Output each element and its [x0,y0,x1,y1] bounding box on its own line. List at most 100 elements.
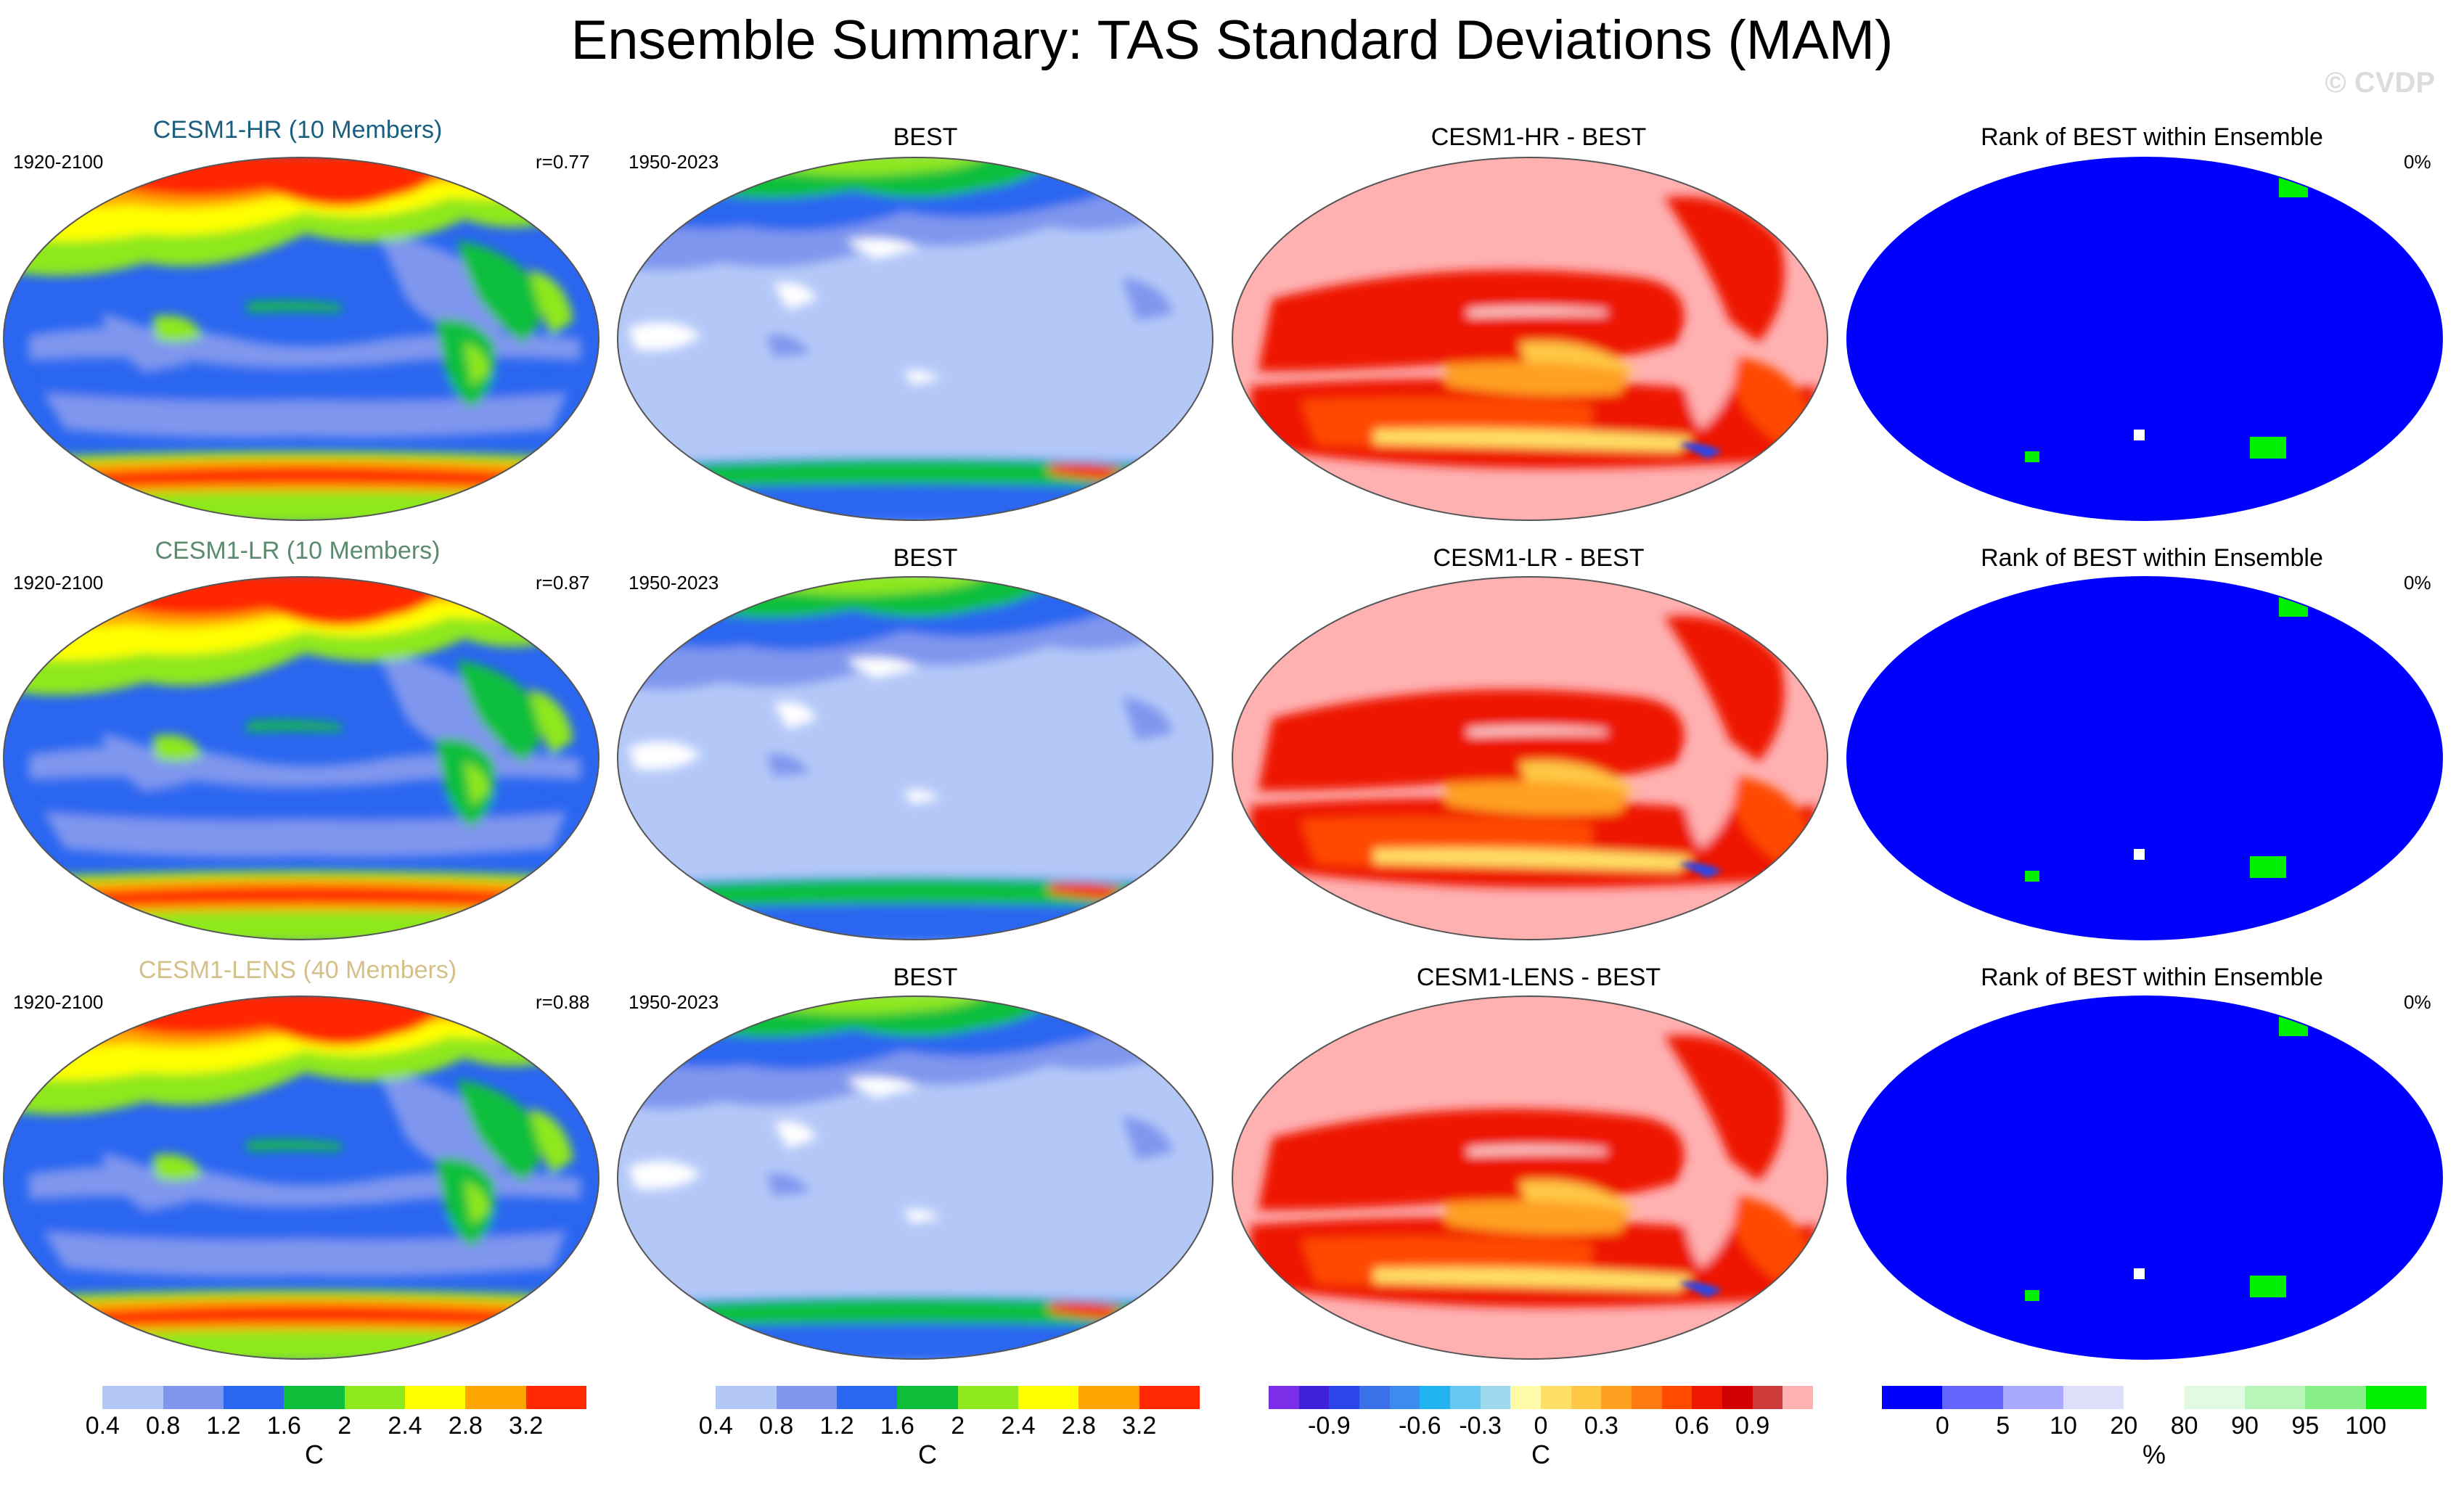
colorbar-0-swatch-0 [42,1386,103,1409]
colorbar-3-swatch-6 [2244,1386,2306,1409]
colorbar-3-swatch-8 [2365,1386,2426,1409]
colorbar-2-swatch-12 [1632,1386,1662,1409]
colorbar-2-swatch-17 [1782,1386,1814,1409]
obs-title-1: BEST [893,123,958,151]
colorbar-1-swatch-2 [776,1386,837,1409]
colorbar-2-swatch-0 [1269,1386,1299,1409]
colorbar-2-tick-4: 0.3 [1584,1412,1618,1440]
obs-map-3 [614,993,1216,1363]
colorbar-1-swatch-3 [836,1386,898,1409]
colorbar-0-swatch-7 [465,1386,526,1409]
colorbar-2-tick-3: 0 [1534,1412,1548,1440]
rank-pct-2: 0% [2404,572,2431,594]
colorbar-0-tick-1: 0.8 [146,1412,181,1440]
colorbar-2-swatch-4 [1389,1386,1420,1409]
colorbar-2-swatch-15 [1722,1386,1753,1409]
cvdp-watermark: © CVDP [2325,67,2435,99]
colorbar-1-tick-7: 3.2 [1122,1412,1157,1440]
colorbar-3-swatch-3 [2063,1386,2124,1409]
colorbar-2-swatch-3 [1359,1386,1390,1409]
colorbar-obs-sd [655,1386,1200,1409]
model-title-1: CESM1-HR (10 Members) [152,116,443,144]
colorbar-3-swatch-5 [2184,1386,2245,1409]
obs-map-1 [614,154,1216,524]
diff-map-2 [1229,573,1831,943]
colorbar-3-unit: % [2142,1440,2166,1469]
colorbar-0-swatch-1 [102,1386,163,1409]
colorbar-0-tick-6: 2.8 [448,1412,483,1440]
model-years-3: 1920-2100 [13,991,104,1013]
rank-title-2: Rank of BEST within Ensemble [1981,544,2323,572]
colorbar-2-swatch-8 [1510,1386,1542,1409]
rank-pct-1: 0% [2404,151,2431,173]
colorbar-2-swatch-9 [1541,1386,1571,1409]
colorbar-0-tick-0: 0.4 [85,1412,120,1440]
colorbar-1-swatch-6 [1018,1386,1079,1409]
correlation-1: r=0.77 [536,151,590,173]
colorbar-1-tick-6: 2.8 [1061,1412,1096,1440]
colorbar-1-tick-4: 2 [951,1412,965,1440]
colorbar-3-tick-0: 0 [1935,1412,1949,1440]
colorbar-0-tick-2: 1.2 [206,1412,241,1440]
colorbar-1-swatch-7 [1078,1386,1139,1409]
colorbar-1-swatch-0 [655,1386,716,1409]
colorbar-1-swatch-8 [1139,1386,1200,1409]
colorbar-difference [1269,1386,1814,1409]
colorbar-3-swatch-0 [1882,1386,1943,1409]
colorbar-3-tick-7: 100 [2345,1412,2387,1440]
colorbar-1-swatch-4 [897,1386,958,1409]
colorbar-model-sd [42,1386,586,1409]
colorbar-1-swatch-5 [957,1386,1018,1409]
rank-map-3 [1843,993,2446,1363]
obs-map-2 [614,573,1216,943]
colorbar-0-swatch-5 [344,1386,405,1409]
colorbar-0-unit: C [305,1440,324,1469]
model-map-3 [0,993,602,1363]
colorbar-2-unit: C [1531,1440,1550,1469]
model-map-1 [0,154,602,524]
colorbar-0-swatch-2 [163,1386,224,1409]
colorbar-3-swatch-2 [2002,1386,2063,1409]
colorbar-1-tick-0: 0.4 [698,1412,733,1440]
colorbar-0-tick-4: 2 [337,1412,352,1440]
model-map-2 [0,573,602,943]
obs-years-3: 1950-2023 [629,991,719,1013]
colorbar-0-tick-7: 3.2 [509,1412,544,1440]
diff-map-1 [1229,154,1831,524]
colorbar-2-tick-6: 0.9 [1735,1412,1770,1440]
colorbar-2-swatch-5 [1420,1386,1451,1409]
diff-title-3: CESM1-LENS - BEST [1416,964,1661,991]
rank-map-1 [1843,154,2446,524]
colorbar-2-tick-2: -0.3 [1459,1412,1502,1440]
figure-title: Ensemble Summary: TAS Standard Deviation… [570,9,1894,71]
colorbar-3-tick-1: 5 [1996,1412,2010,1440]
rank-title-3: Rank of BEST within Ensemble [1981,964,2323,991]
colorbar-2-tick-1: -0.6 [1399,1412,1441,1440]
colorbar-0-swatch-8 [525,1386,586,1409]
colorbar-2-swatch-11 [1601,1386,1632,1409]
model-years-2: 1920-2100 [13,572,104,594]
rank-pct-3: 0% [2404,991,2431,1013]
colorbar-2-swatch-13 [1661,1386,1693,1409]
colorbar-0-swatch-6 [404,1386,466,1409]
obs-title-2: BEST [893,544,958,572]
colorbar-0-tick-3: 1.6 [266,1412,301,1440]
correlation-2: r=0.87 [536,572,590,594]
rank-map-2 [1843,573,2446,943]
colorbar-0-swatch-4 [284,1386,345,1409]
colorbar-3-swatch-7 [2305,1386,2366,1409]
colorbar-1-tick-3: 1.6 [880,1412,914,1440]
colorbar-2-tick-5: 0.6 [1674,1412,1709,1440]
colorbar-0-tick-5: 2.4 [388,1412,422,1440]
colorbar-3-swatch-1 [1942,1386,2003,1409]
colorbar-2-swatch-14 [1692,1386,1723,1409]
colorbar-2-swatch-2 [1329,1386,1360,1409]
colorbar-2-swatch-16 [1752,1386,1783,1409]
colorbar-2-swatch-1 [1298,1386,1330,1409]
colorbar-rank [1882,1386,2426,1409]
colorbar-3-swatch-4 [2124,1386,2185,1409]
colorbar-2-swatch-10 [1571,1386,1602,1409]
colorbar-3-tick-2: 10 [2050,1412,2077,1440]
colorbar-1-unit: C [918,1440,937,1469]
diff-map-3 [1229,993,1831,1363]
